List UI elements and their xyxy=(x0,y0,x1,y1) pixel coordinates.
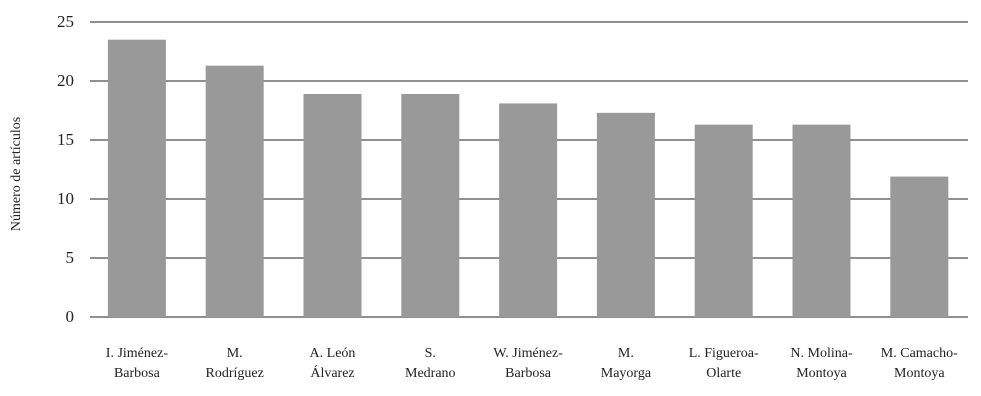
x-tick-label: M. xyxy=(227,346,243,361)
y-tick-label: 10 xyxy=(57,189,74,208)
x-tick-label: M. xyxy=(618,346,634,361)
y-tick-labels: 0 5 10 15 20 25 xyxy=(57,12,74,326)
x-tick-label: W. Jiménez- xyxy=(493,346,563,361)
bar xyxy=(499,103,558,317)
bar xyxy=(792,124,851,317)
bars xyxy=(107,39,949,317)
bar xyxy=(596,112,655,317)
x-tick-label: Montoya xyxy=(796,366,847,381)
x-tick-label: L. Figueroa- xyxy=(689,346,759,361)
bar xyxy=(401,93,460,317)
x-tick-label: Mayorga xyxy=(601,366,652,381)
x-tick-label: I. Jiménez- xyxy=(106,346,169,361)
x-tick-label: A. León xyxy=(310,346,356,361)
y-tick-label: 20 xyxy=(57,71,74,90)
y-tick-label: 15 xyxy=(57,130,74,149)
bar xyxy=(303,93,362,317)
x-tick-label: M. Camacho- xyxy=(881,346,958,361)
bar xyxy=(890,176,949,317)
x-tick-label: Rodríguez xyxy=(206,366,264,381)
x-tick-label: S. xyxy=(425,346,436,361)
x-tick-label: Medrano xyxy=(405,366,456,381)
bar xyxy=(107,39,166,317)
y-tick-label: 5 xyxy=(66,248,75,267)
y-tick-label: 25 xyxy=(57,12,74,31)
x-tick-labels: I. Jiménez- Barbosa M. Rodríguez A. León Álva… xyxy=(106,346,958,381)
x-tick-label: Montoya xyxy=(894,366,945,381)
bar xyxy=(205,65,264,317)
y-tick-label: 0 xyxy=(66,307,75,326)
x-tick-label: Olarte xyxy=(706,366,741,381)
x-tick-label: Barbosa xyxy=(114,366,161,381)
bar xyxy=(694,124,753,317)
x-tick-label: N. Molina- xyxy=(790,346,853,361)
y-axis-label: Número de artículos xyxy=(9,117,24,231)
x-tick-label: Barbosa xyxy=(505,366,552,381)
x-tick-label: Álvarez xyxy=(310,364,354,381)
